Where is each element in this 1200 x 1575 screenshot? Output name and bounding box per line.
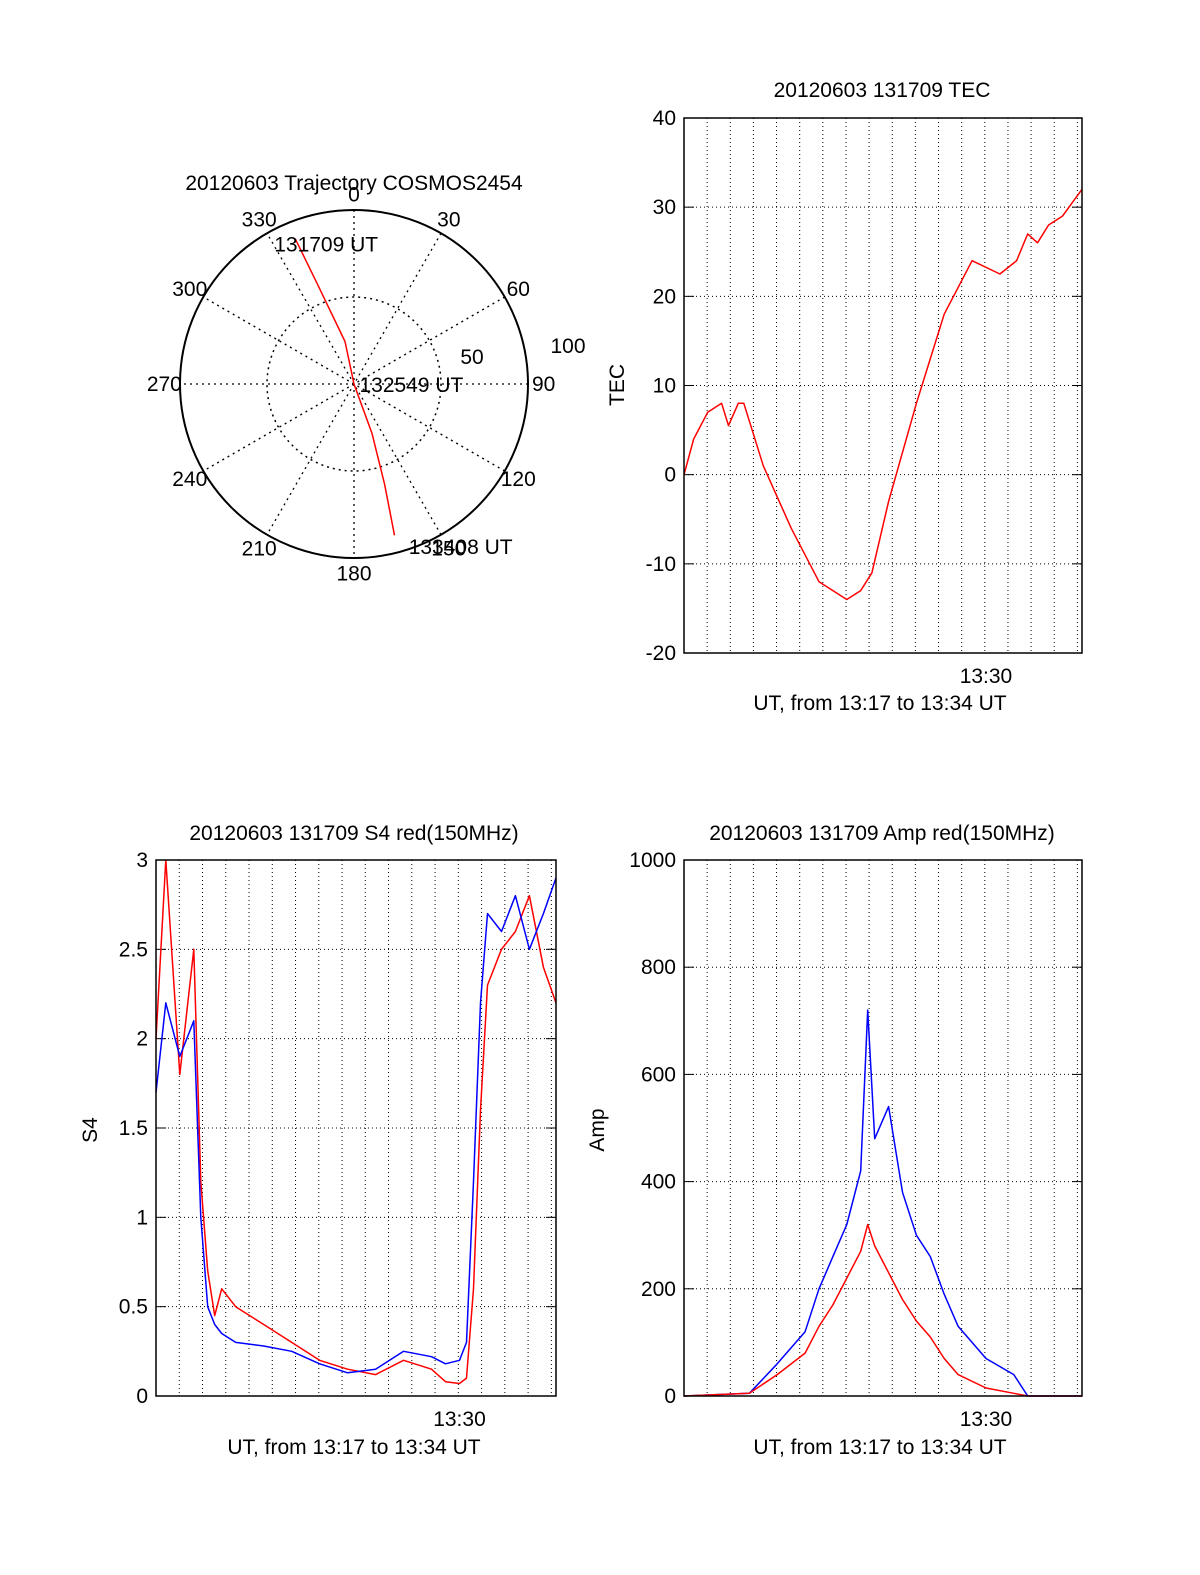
polar-time-annotation: 133408 UT [409,536,513,559]
y-tick-label: 2 [136,1028,148,1051]
polar-azimuth-label-270: 270 [147,373,182,396]
s4-title: 20120603 131709 S4 red(150MHz) [189,822,518,845]
polar-trajectory-panel: 20120603 Trajectory COSMOS2454 0 30 60 90 12… [147,172,586,586]
y-tick-label: 0.5 [119,1296,148,1319]
polar-azimuth-label-240: 240 [172,468,207,491]
y-tick-label: 800 [641,956,676,979]
x-tick-label: 13:30 [960,1408,1013,1431]
polar-ring-label-100: 100 [550,335,585,358]
polar-azimuth-label-120: 120 [501,468,536,491]
series-line-red [683,188,1083,601]
polar-azimuth-label-300: 300 [172,278,207,301]
plot-frame [683,859,1083,1397]
series-line-blue [683,1009,1082,1397]
amp-panel: 20120603 131709 Amp red(150MHz) Amp UT, … [586,822,1083,1459]
y-tick-label: 400 [641,1171,676,1194]
polar-time-annotation: 132549 UT [359,374,463,397]
y-tick-label: 1 [136,1206,148,1229]
plot-frame [683,117,1083,654]
y-tick-label: 600 [641,1063,676,1086]
y-tick-label: 40 [653,107,676,130]
amp-title: 20120603 131709 Amp red(150MHz) [709,822,1055,845]
y-tick-label: 30 [653,196,676,219]
polar-azimuth-label-30: 30 [437,209,460,232]
y-tick-label: 2.5 [119,938,148,961]
y-tick-label: 20 [653,285,676,308]
x-tick-label: 13:30 [960,665,1013,688]
series-line-red [155,859,557,1385]
polar-ring-label-50: 50 [460,346,483,369]
polar-inner-ring [266,296,442,472]
polar-time-annotation: 131709 UT [274,233,378,256]
polar-azimuth-label-60: 60 [507,278,530,301]
series-line-blue [155,877,557,1374]
plot-frame [155,859,557,1397]
tec-xlabel: UT, from 13:17 to 13:34 UT [753,692,1006,715]
y-tick-label: 3 [136,849,148,872]
y-tick-label: 0 [664,1385,676,1408]
y-tick-label: 200 [641,1278,676,1301]
s4-ylabel: S4 [79,1117,102,1143]
polar-azimuth-label-180: 180 [336,563,371,586]
polar-trajectory-line [294,238,396,536]
polar-trajectory: 131709 UT 132549 UT 133408 UT [274,233,513,559]
amp-xlabel: UT, from 13:17 to 13:34 UT [753,1436,1006,1459]
polar-title: 20120603 Trajectory COSMOS2454 [185,172,523,195]
polar-azimuth-labels: 0 30 60 90 120 150 180 210 240 270 300 330 50 100 [147,183,586,585]
polar-azimuth-label-330: 330 [242,209,277,232]
series-line-red [683,1223,1082,1397]
polar-azimuth-label-90: 90 [532,373,555,396]
polar-azimuth-label-150: 150 [431,537,466,560]
polar-azimuth-label-0: 0 [348,183,360,206]
y-tick-label: 1.5 [119,1117,148,1140]
y-tick-label: -20 [646,642,676,665]
tec-title: 20120603 131709 TEC [774,79,991,102]
y-tick-label: -10 [646,553,676,576]
y-tick-label: 0 [664,464,676,487]
tec-ylabel: TEC [606,364,629,406]
amp-ylabel: Amp [586,1108,609,1151]
s4-panel: 20120603 131709 S4 red(150MHz) S4 UT, fr… [79,822,557,1459]
x-tick-label: 13:30 [433,1408,486,1431]
tec-panel: 20120603 131709 TEC TEC UT, from 13:17 t… [606,79,1083,715]
y-tick-label: 10 [653,375,676,398]
polar-azimuth-label-210: 210 [242,537,277,560]
y-tick-label: 0 [136,1385,148,1408]
y-tick-label: 1000 [629,849,676,872]
s4-xlabel: UT, from 13:17 to 13:34 UT [227,1436,480,1459]
